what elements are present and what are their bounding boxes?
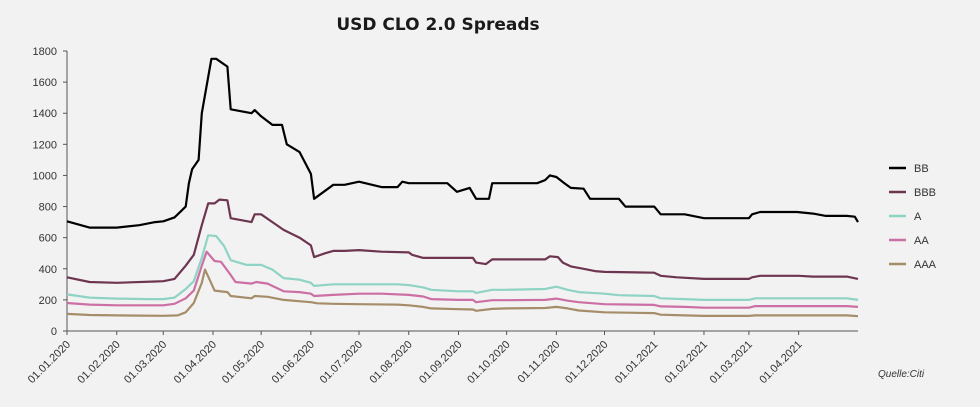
series-line-aa (66, 250, 859, 309)
x-axis: 01.01.2020 01.02.2020 01.03.2020 01.04.2020… (26, 330, 858, 386)
x-tick-label: 01.08.2020 (367, 339, 414, 386)
legend-label-aa: AA (914, 235, 929, 247)
legend-label-bbb: BBB (914, 187, 936, 199)
y-tick-label: 1800 (33, 46, 57, 58)
y-axis: 0 200 400 600 800 1000 1200 1400 1600 1800 (33, 46, 68, 338)
chart-title: USD CLO 2.0 Spreads (336, 15, 539, 35)
plot-area (66, 57, 859, 318)
series-line-a (66, 234, 859, 301)
y-tick-label: 200 (39, 295, 57, 307)
x-tick-label: 01.04.2021 (757, 339, 804, 386)
source-note: Quelle:Citi (878, 369, 925, 380)
series-line-bb (66, 57, 859, 229)
series-line-bbb (66, 198, 859, 284)
x-tick-label: 01.12.2020 (563, 339, 610, 386)
x-tick-label: 01.10.2020 (465, 339, 512, 386)
x-tick-label: 01.03.2020 (122, 339, 169, 386)
x-tick-label: 01.05.2020 (220, 339, 267, 386)
legend-label-bb: BB (914, 163, 929, 175)
y-tick-label: 400 (39, 264, 57, 276)
series-line-aaa (66, 268, 859, 318)
y-tick-label: 1400 (33, 108, 57, 120)
x-tick-label: 01.11.2020 (516, 339, 563, 386)
legend-label-aaa: AAA (914, 259, 937, 271)
x-tick-label: 01.01.2021 (613, 339, 660, 386)
y-tick-label: 600 (39, 233, 57, 245)
x-tick-label: 01.02.2021 (663, 339, 710, 386)
x-tick-label: 01.01.2020 (26, 339, 73, 386)
y-tick-label: 800 (39, 202, 57, 214)
y-tick-label: 1600 (33, 77, 57, 89)
x-tick-label: 01.09.2020 (417, 339, 464, 386)
x-tick-label: 01.03.2021 (708, 339, 755, 386)
x-tick-label: 01.07.2020 (318, 339, 365, 386)
y-tick-label: 1000 (33, 170, 57, 182)
legend-label-a: A (914, 211, 922, 223)
x-tick-label: 01.02.2020 (75, 339, 122, 386)
x-tick-label: 01.04.2020 (172, 339, 219, 386)
y-tick-label: 1200 (33, 139, 57, 151)
y-tick-label: 0 (51, 326, 57, 338)
x-tick-label: 01.06.2020 (270, 339, 317, 386)
